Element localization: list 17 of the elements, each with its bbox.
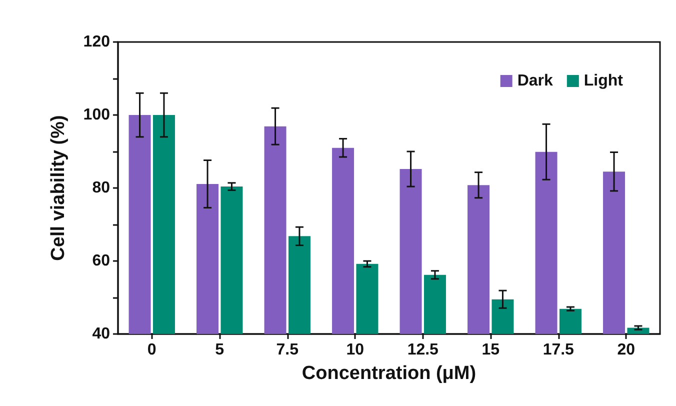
x-tick-label: 15 (482, 342, 500, 358)
x-tick-label: 0 (147, 342, 156, 358)
y-tick-label: 80 (92, 180, 110, 196)
x-axis-title: Concentration (μM) (302, 363, 476, 384)
x-tick-label: 12.5 (407, 342, 439, 358)
y-axis-title: Cell viability (%) (48, 115, 69, 261)
y-tick-label: 100 (83, 106, 110, 124)
x-tick-label: 10 (346, 342, 364, 358)
x-tick-label: 5 (215, 342, 224, 358)
y-tick-label: 120 (83, 34, 110, 50)
y-tick-label: 40 (92, 326, 110, 342)
y-tick-label: 60 (92, 252, 110, 270)
x-tick-label: 20 (617, 342, 636, 358)
x-tick-label: 17.5 (542, 342, 574, 358)
x-tick-label: 7.5 (276, 342, 299, 358)
legend-label: Dark (517, 72, 554, 90)
legend-label: Light (584, 72, 624, 90)
